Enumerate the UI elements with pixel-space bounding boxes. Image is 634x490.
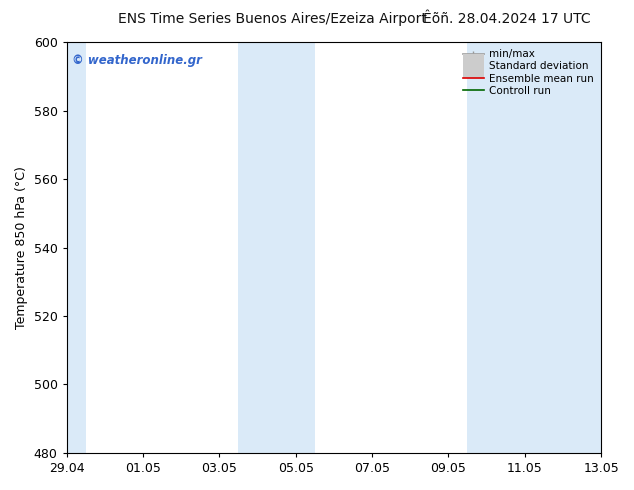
Bar (238, 42, 314, 453)
Text: ENS Time Series Buenos Aires/Ezeiza Airport: ENS Time Series Buenos Aires/Ezeiza Airp… (118, 12, 427, 26)
Legend: min/max, Standard deviation, Ensemble mean run, Controll run: min/max, Standard deviation, Ensemble me… (459, 45, 598, 100)
Text: Êõñ. 28.04.2024 17 UTC: Êõñ. 28.04.2024 17 UTC (424, 12, 591, 26)
Y-axis label: Temperature 850 hPa (°C): Temperature 850 hPa (°C) (15, 166, 28, 329)
Bar (48, 42, 86, 453)
Bar (467, 42, 620, 453)
Text: © weatheronline.gr: © weatheronline.gr (72, 54, 202, 68)
